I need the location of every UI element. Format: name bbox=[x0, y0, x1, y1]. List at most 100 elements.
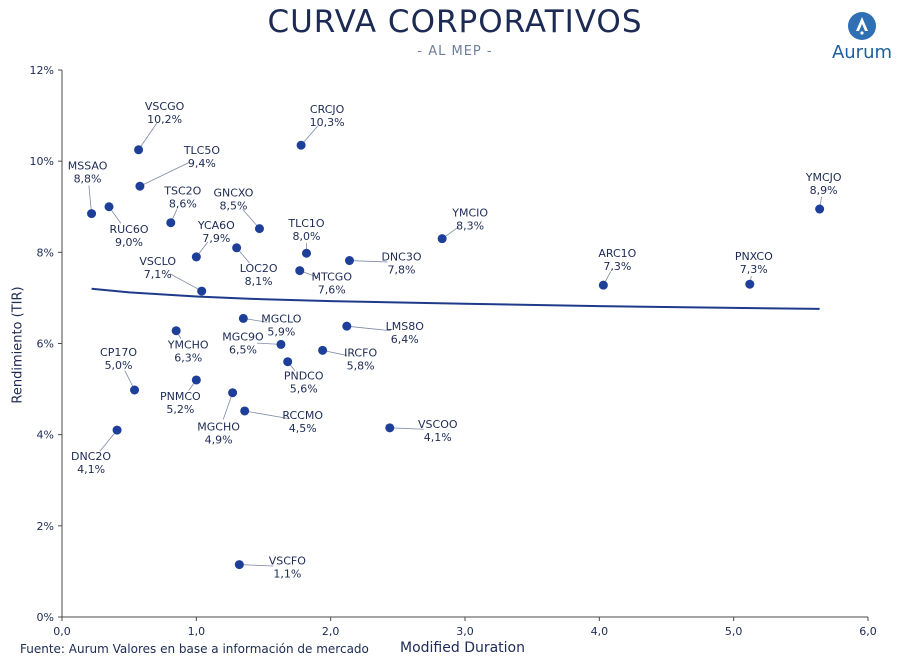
chart-axes: 0% 2% 4% 6% 8% 10% 12% 0,0 1,0 2,0 3,0 4,0 5,0 6,0 bbox=[30, 64, 877, 638]
data-point bbox=[134, 145, 144, 155]
data-point bbox=[276, 339, 286, 349]
point-label-name: IRCFO bbox=[344, 346, 377, 359]
x-tick-label: 3,0 bbox=[456, 625, 474, 638]
point-label-name: CP17O bbox=[100, 346, 137, 359]
point-label-name: LMS8O bbox=[386, 320, 425, 333]
data-point bbox=[254, 224, 264, 234]
leader-line bbox=[138, 123, 157, 150]
point-label-name: PNMCO bbox=[160, 390, 201, 403]
aurum-logo-icon bbox=[848, 12, 876, 40]
data-point bbox=[295, 266, 305, 276]
trendline-group bbox=[91, 287, 820, 310]
x-tick-label: 4,0 bbox=[591, 625, 609, 638]
data-point bbox=[234, 560, 244, 570]
point-label-value: 9,4% bbox=[188, 157, 216, 170]
point-label-name: MSSAO bbox=[68, 160, 108, 173]
leader-line bbox=[88, 185, 92, 214]
point-label-name: PNXCO bbox=[735, 250, 773, 263]
y-tick-label: 2% bbox=[37, 520, 54, 533]
data-points bbox=[87, 140, 825, 570]
leader-line bbox=[244, 410, 289, 419]
point-label-name: TLC1O bbox=[287, 217, 325, 230]
point-label-value: 6,4% bbox=[391, 333, 419, 346]
point-label-value: 7,9% bbox=[202, 232, 230, 245]
point-label-value: 6,3% bbox=[174, 352, 202, 365]
data-point bbox=[301, 248, 311, 258]
point-label-value: 7,3% bbox=[740, 263, 768, 276]
data-point bbox=[104, 202, 114, 212]
point-label-name: MGCLO bbox=[261, 312, 301, 325]
point-label-name: VSCFO bbox=[269, 555, 307, 568]
y-tick-label: 0% bbox=[37, 611, 54, 624]
point-label-name: MTCGO bbox=[312, 271, 353, 284]
point-label-value: 5,8% bbox=[347, 359, 375, 372]
point-label-name: MGCHO bbox=[197, 421, 240, 434]
x-tick-label: 0,0 bbox=[53, 625, 71, 638]
leader-line bbox=[346, 325, 391, 332]
point-label-value: 8,6% bbox=[169, 198, 197, 211]
point-label-value: 4,9% bbox=[205, 434, 233, 447]
data-point bbox=[815, 204, 825, 214]
data-point bbox=[296, 140, 306, 150]
point-label-value: 7,6% bbox=[318, 284, 346, 297]
leader-line bbox=[99, 429, 118, 452]
point-label-name: GNCXO bbox=[214, 187, 254, 200]
data-point bbox=[344, 256, 354, 266]
point-label-value: 4,1% bbox=[424, 431, 452, 444]
point-label-name: VSCLO bbox=[139, 255, 176, 268]
point-label-value: 5,6% bbox=[290, 383, 318, 396]
point-label-value: 8,0% bbox=[293, 230, 321, 243]
point-label-value: 8,9% bbox=[810, 184, 838, 197]
leader-line bbox=[389, 427, 424, 430]
point-label-name: RCCMO bbox=[282, 409, 323, 422]
y-axis-label: Rendimiento (TIR) bbox=[10, 286, 26, 404]
point-label-name: TSC2O bbox=[163, 185, 201, 198]
point-label-name: VSCOO bbox=[418, 418, 458, 431]
point-label-name: YMCIO bbox=[451, 207, 488, 220]
trendline bbox=[91, 287, 820, 310]
x-tick-label: 6,0 bbox=[859, 625, 877, 638]
x-axis-label: Modified Duration bbox=[400, 640, 525, 656]
point-label-value: 6,5% bbox=[229, 343, 257, 356]
point-label-name: CRCJO bbox=[310, 103, 345, 116]
data-point bbox=[197, 286, 207, 296]
data-point bbox=[283, 357, 293, 367]
chart-subtitle: - AL MEP - bbox=[417, 44, 493, 59]
data-point bbox=[238, 313, 248, 323]
point-label-value: 4,5% bbox=[289, 422, 317, 435]
data-point bbox=[232, 243, 242, 253]
source-note: Fuente: Aurum Valores en base a informac… bbox=[20, 642, 369, 656]
point-label-name: VSCGO bbox=[145, 100, 185, 113]
point-label-value: 8,5% bbox=[219, 200, 247, 213]
data-point bbox=[437, 234, 447, 244]
data-point bbox=[135, 181, 145, 191]
aurum-logo: Aurum bbox=[822, 12, 902, 64]
data-point bbox=[87, 209, 97, 219]
point-label-name: MGC9O bbox=[222, 330, 264, 343]
point-label-value: 5,0% bbox=[105, 359, 133, 372]
data-point bbox=[191, 375, 201, 385]
data-point bbox=[166, 218, 176, 228]
data-point bbox=[228, 388, 238, 398]
data-point bbox=[240, 406, 250, 416]
data-point bbox=[385, 423, 395, 433]
leader-line bbox=[222, 392, 233, 420]
data-point bbox=[112, 425, 122, 435]
x-tick-label: 2,0 bbox=[322, 625, 340, 638]
data-point bbox=[745, 279, 755, 289]
point-label-value: 8,3% bbox=[456, 220, 484, 233]
aurum-logo-text: Aurum bbox=[831, 42, 893, 63]
leader-line bbox=[169, 273, 202, 292]
leader-line bbox=[239, 564, 274, 567]
point-label-value: 9,0% bbox=[115, 236, 143, 249]
point-label-value: 10,2% bbox=[147, 113, 182, 126]
data-point bbox=[130, 385, 140, 395]
point-label-name: PNDCO bbox=[284, 370, 324, 383]
point-label-name: DNC2O bbox=[71, 450, 111, 463]
y-tick-label: 6% bbox=[37, 338, 54, 351]
point-label-value: 4,1% bbox=[77, 463, 105, 476]
y-tick-label: 4% bbox=[37, 429, 54, 442]
data-point bbox=[342, 321, 352, 331]
